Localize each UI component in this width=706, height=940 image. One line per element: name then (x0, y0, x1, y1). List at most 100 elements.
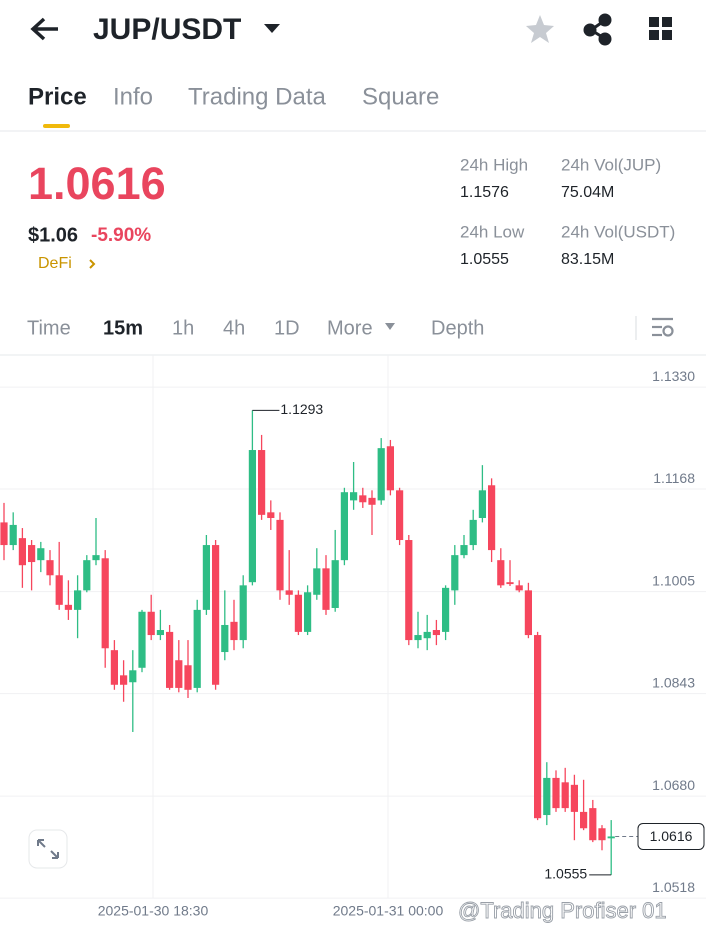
last-price: 1.0616 (28, 158, 166, 209)
candle-body (322, 568, 330, 610)
candle-body (607, 836, 615, 839)
candle-body (64, 604, 72, 610)
usd-price: $1.06 (28, 224, 78, 246)
candle-body (350, 492, 358, 501)
candle-body (414, 635, 422, 641)
stat-value: 75.04M (561, 184, 614, 201)
candle-body (340, 492, 348, 561)
tab[interactable]: Price (28, 83, 87, 110)
tab[interactable]: Trading Data (188, 83, 327, 110)
candle-body (129, 670, 137, 683)
candle-body (285, 590, 293, 595)
tabs: Price Info Trading Data Square (28, 83, 439, 110)
candle-body (598, 828, 606, 841)
candle-body (524, 590, 532, 636)
stat-label: 24h Low (460, 222, 525, 241)
candle-body (83, 560, 91, 591)
tab-underline (43, 124, 70, 128)
tag[interactable]: DeFi (38, 255, 72, 272)
interval[interactable]: 4h (223, 317, 245, 339)
candle-body (460, 545, 468, 556)
candle-body (561, 782, 569, 809)
candle-body (193, 609, 201, 688)
candle-body (55, 575, 63, 605)
chart-settings-icon[interactable] (652, 317, 674, 337)
candle-body (469, 519, 477, 546)
candle-body (359, 495, 367, 503)
candle-body (386, 446, 394, 491)
candle-body (276, 519, 284, 591)
tab[interactable]: Square (362, 83, 439, 110)
candle-body (230, 621, 238, 641)
stat-value: 83.15M (561, 251, 614, 268)
candle-body (580, 811, 588, 829)
candle-body (147, 611, 155, 636)
candle-body (543, 777, 551, 816)
interval[interactable]: Depth (431, 317, 484, 339)
stat-label: 24h Vol(JUP) (561, 155, 661, 174)
candle-body (37, 548, 45, 561)
star-icon[interactable] (526, 15, 554, 43)
interval[interactable]: Time (27, 317, 71, 339)
watermark: @Trading Profiser 01 (458, 898, 667, 923)
interval[interactable]: 15m (103, 317, 143, 339)
candle-body (239, 585, 247, 641)
interval[interactable]: 1h (172, 317, 194, 339)
tag-chevron (89, 259, 96, 269)
candle-body (488, 485, 496, 551)
interval[interactable]: More (327, 317, 373, 339)
candle-body (267, 512, 275, 518)
candle-body (294, 594, 302, 632)
candle-chart: 1.1330 1.1168 1.1005 1.0843 1.0680 1.0518 1.12… (0, 368, 706, 899)
y-tick-label: 1.1168 (653, 470, 695, 486)
candle-body (497, 560, 505, 586)
expand-button[interactable] (28, 829, 68, 869)
y-tick-label: 1.1330 (652, 368, 695, 384)
back-icon[interactable] (30, 17, 58, 41)
candle-body (313, 568, 321, 595)
interval[interactable]: 1D (274, 317, 300, 339)
top-bar: JUP/USDT (30, 13, 672, 46)
last-price-label: 1.0616 (650, 828, 693, 844)
y-tick-label: 1.0518 (652, 879, 695, 895)
candle-body (101, 558, 109, 649)
candle-body (506, 582, 514, 585)
candle-body (432, 630, 440, 636)
candle-body (46, 560, 54, 576)
intervals: Time 15m 1h 4h 1D More Depth (27, 317, 484, 339)
grid-icon[interactable] (649, 17, 672, 40)
candle-body (156, 630, 164, 636)
candle-body (304, 592, 312, 632)
candle-body (9, 524, 17, 546)
candle-body (377, 448, 385, 501)
candle-body (120, 675, 128, 685)
pair-title[interactable]: JUP/USDT (93, 13, 241, 46)
candle-body (110, 650, 118, 685)
pair-caret[interactable] (264, 24, 280, 33)
candle-body (92, 555, 100, 561)
candle-body (166, 631, 174, 688)
share-icon[interactable] (583, 13, 612, 46)
candle-body (175, 660, 183, 688)
stat-value: 1.0555 (460, 251, 509, 268)
y-tick-label: 1.0680 (652, 777, 695, 793)
candle-body (552, 777, 560, 809)
tab[interactable]: Info (113, 83, 153, 110)
candle-body (515, 585, 523, 591)
candle-body (184, 665, 192, 690)
candle-body (331, 560, 339, 608)
candle-body (423, 631, 431, 639)
last-price-box (637, 822, 705, 850)
stats: 24h High 1.1576 24h Vol(JUP) 75.04M 24h Low 1… (460, 155, 675, 268)
candle-body (451, 555, 459, 591)
stat-value: 1.1576 (460, 184, 509, 201)
stat-label: 24h Vol(USDT) (561, 222, 675, 241)
candle-body (405, 540, 413, 641)
x-tick-label: 2025-01-30 18:30 (98, 903, 209, 919)
candle-body (212, 545, 220, 685)
candle-body (18, 538, 26, 566)
candle-body (478, 490, 486, 518)
candle-body (570, 784, 578, 812)
